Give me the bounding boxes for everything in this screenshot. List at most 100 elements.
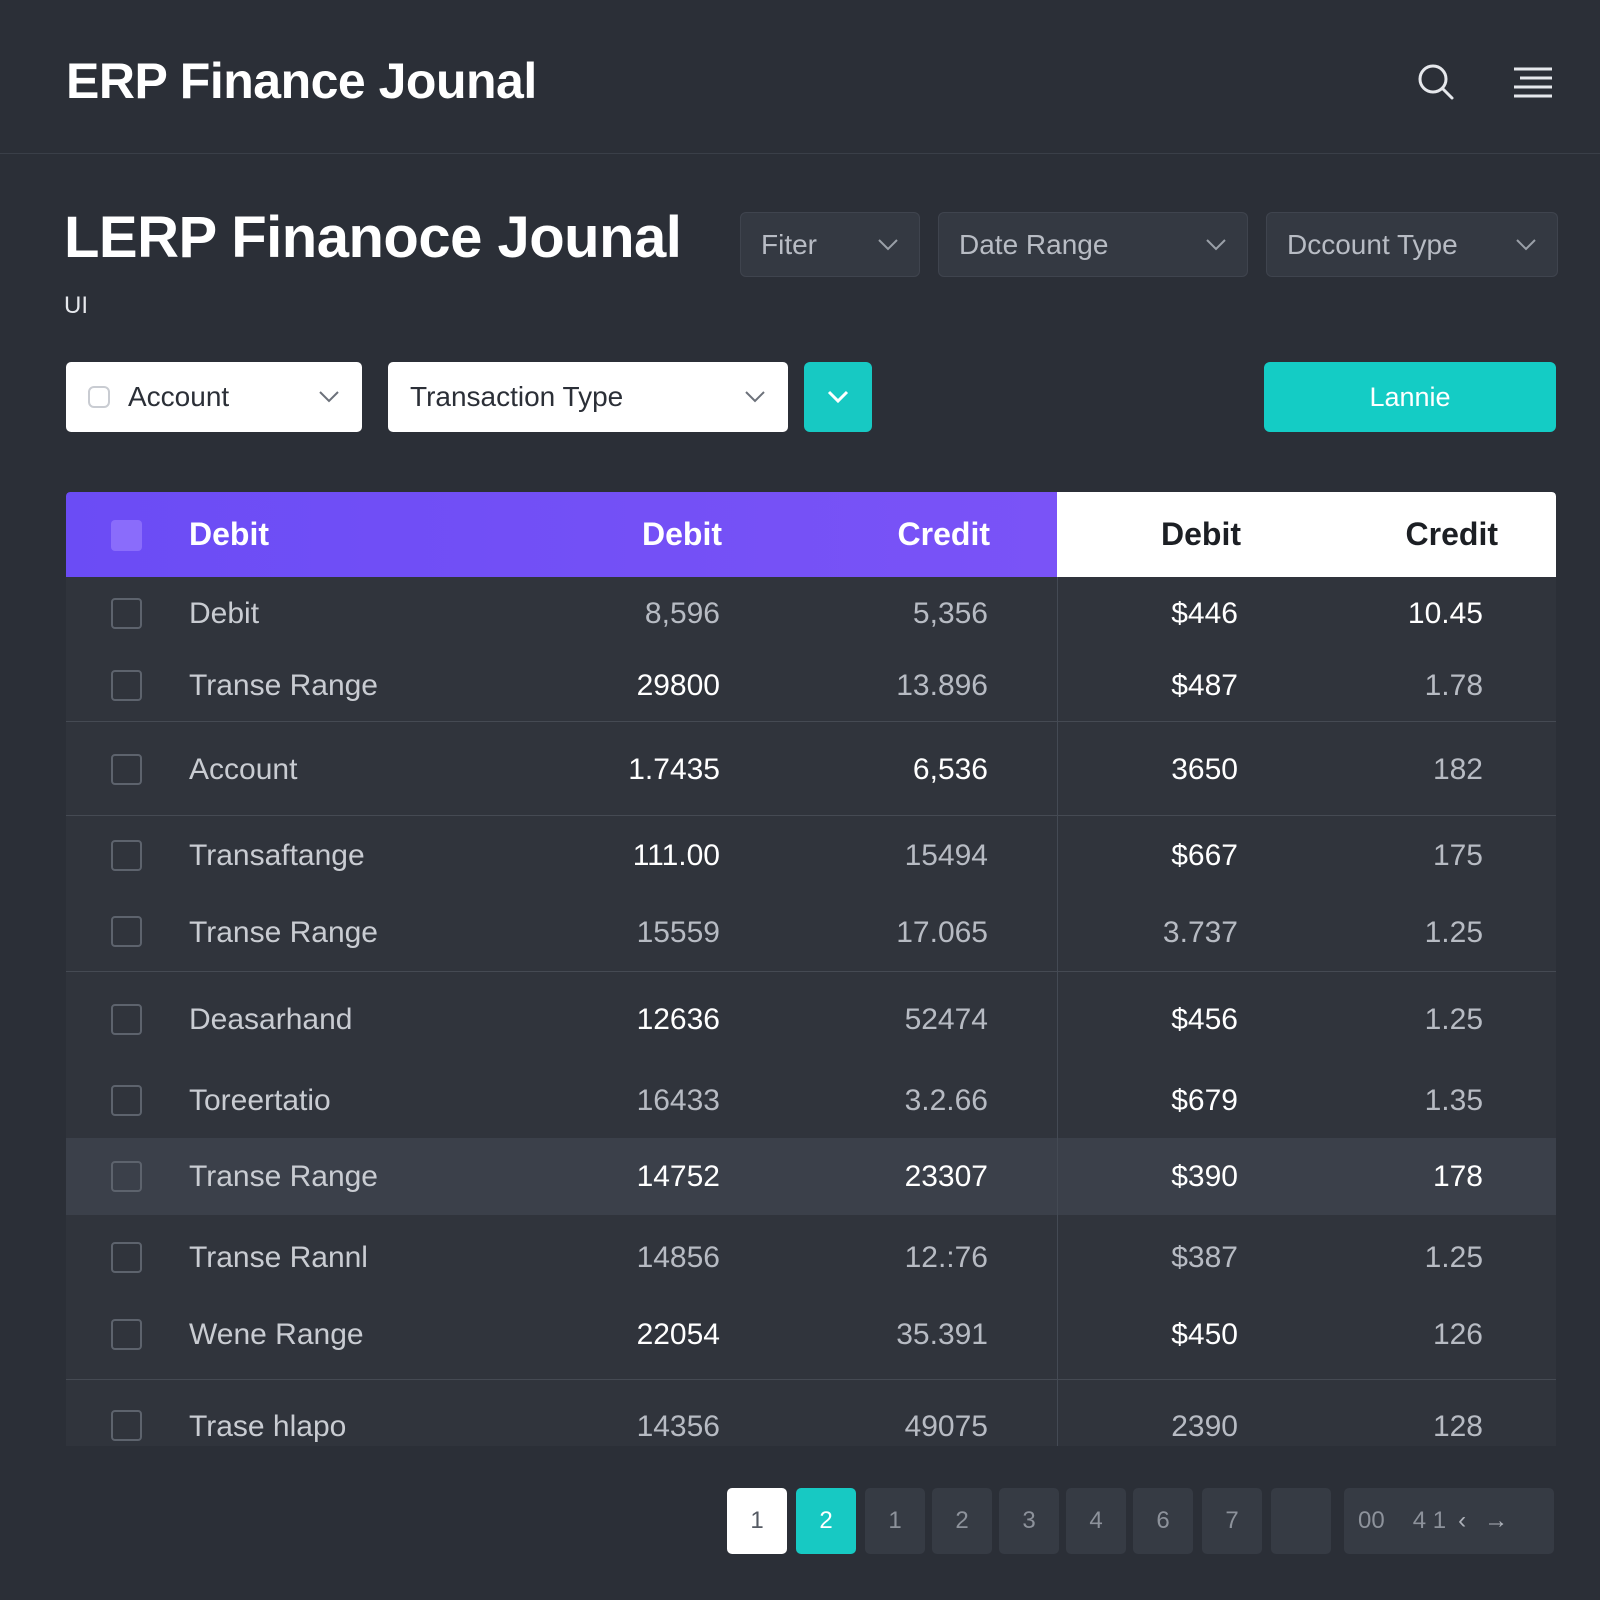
column-header[interactable]: Debit xyxy=(1161,516,1241,552)
select-all-checkbox[interactable] xyxy=(111,520,142,551)
row-credit-2: 178 xyxy=(1432,1160,1483,1193)
top-bar: ERP Finance Jounal xyxy=(0,0,1600,154)
row-credit: 35.391 xyxy=(896,1318,988,1351)
page-button[interactable]: 1 xyxy=(727,1488,787,1554)
row-credit-2: 1.25 xyxy=(1424,1003,1483,1036)
row-credit-2: 1.25 xyxy=(1424,1241,1483,1274)
row-checkbox[interactable] xyxy=(111,670,142,701)
table-row[interactable]: Transe Rannl 14856 12.:76 $387 1.25 xyxy=(66,1215,1556,1298)
primary-action-button[interactable]: Lannie xyxy=(1264,362,1556,432)
row-checkbox[interactable] xyxy=(111,1410,142,1441)
chevron-down-icon xyxy=(319,391,339,403)
row-name: Account xyxy=(189,753,298,786)
row-checkbox[interactable] xyxy=(111,1319,142,1350)
column-header[interactable]: Credit xyxy=(1405,516,1498,552)
row-name: Toreertatio xyxy=(189,1084,331,1117)
filter-dropdown[interactable]: Fiter xyxy=(740,212,920,277)
row-checkbox[interactable] xyxy=(111,598,142,629)
row-credit: 6,536 xyxy=(912,753,988,786)
row-name: Transe Rannl xyxy=(189,1241,368,1274)
row-name: Transe Range xyxy=(189,669,378,702)
row-name: Transaftange xyxy=(189,839,365,872)
row-name: Debit xyxy=(189,597,260,630)
chevron-down-icon xyxy=(878,238,898,250)
table-row[interactable]: Debit 8,596 5,356 $446 10.45 xyxy=(66,577,1556,649)
table-row[interactable]: Transe Range 29800 13.896 $487 1.78 xyxy=(66,649,1556,722)
row-debit: 12636 xyxy=(636,1003,720,1036)
row-credit: 3.2.66 xyxy=(904,1084,988,1117)
table-row[interactable]: Deasarhand 12636 52474 $456 1.25 xyxy=(66,972,1556,1064)
row-credit: 12.:76 xyxy=(904,1241,988,1274)
row-credit-2: 175 xyxy=(1432,839,1483,872)
date-range-dropdown[interactable]: Date Range xyxy=(938,212,1248,277)
row-checkbox[interactable] xyxy=(111,1004,142,1035)
row-checkbox[interactable] xyxy=(111,916,142,947)
table-row[interactable]: Toreertatio 16433 3.2.66 $679 1.35 xyxy=(66,1064,1556,1138)
table-row[interactable]: Trase hlapo 14356 49075 2390 128 xyxy=(66,1380,1556,1446)
row-debit: 14856 xyxy=(636,1241,720,1274)
menu-icon[interactable] xyxy=(1508,58,1556,106)
row-debit-2: $387 xyxy=(1171,1241,1238,1274)
arrow-right-icon[interactable]: → xyxy=(1484,1507,1509,1534)
page-subtitle: UI xyxy=(64,292,88,319)
row-credit-2: 128 xyxy=(1432,1410,1483,1443)
row-credit: 23307 xyxy=(904,1160,988,1193)
row-checkbox[interactable] xyxy=(111,1242,142,1273)
row-name: Deasarhand xyxy=(189,1003,353,1036)
row-credit: 49075 xyxy=(904,1410,988,1443)
table-row[interactable]: Transe Range 14752 23307 $390 178 xyxy=(66,1138,1556,1215)
page-navigation: 00 4 1 ‹ → xyxy=(1344,1488,1554,1554)
row-debit: 14356 xyxy=(636,1410,720,1443)
row-credit-2: 126 xyxy=(1432,1318,1483,1351)
table-row[interactable]: Account 1.7435 6,536 3650 182 xyxy=(66,722,1556,816)
row-debit-2: 3.737 xyxy=(1162,916,1238,949)
journal-table: Debit Debit Credit Debit Credit Debit 8,… xyxy=(66,492,1556,1446)
table-row[interactable]: Transaftange 111.00 15494 $667 175 xyxy=(66,816,1556,894)
page-button[interactable]: 3 xyxy=(999,1488,1059,1554)
chevron-left-icon[interactable]: ‹ xyxy=(1458,1507,1467,1534)
row-checkbox[interactable] xyxy=(111,840,142,871)
page-button[interactable]: 6 xyxy=(1133,1488,1193,1554)
search-icon[interactable] xyxy=(1412,58,1460,106)
transaction-type-dropdown[interactable]: Transaction Type xyxy=(388,362,788,432)
chevron-down-icon xyxy=(1206,238,1226,250)
table-row[interactable]: Wene Range 22054 35.391 $450 126 xyxy=(66,1298,1556,1380)
row-debit-2: $450 xyxy=(1171,1318,1238,1351)
account-dropdown[interactable]: Account xyxy=(66,362,362,432)
page-button[interactable]: 2 xyxy=(932,1488,992,1554)
page-button-current[interactable]: 2 xyxy=(796,1488,856,1554)
row-debit: 16433 xyxy=(636,1084,720,1117)
page-button[interactable]: 1 xyxy=(865,1488,925,1554)
row-name: Transe Range xyxy=(189,1160,378,1193)
account-type-dropdown[interactable]: Dccount Type xyxy=(1266,212,1558,277)
column-header[interactable]: Credit xyxy=(897,516,990,552)
chevron-down-icon xyxy=(827,390,849,404)
date-range-dropdown-label: Date Range xyxy=(959,228,1109,260)
page-button[interactable]: 7 xyxy=(1202,1488,1262,1554)
table-row[interactable]: Transe Range 15559 17.065 3.737 1.25 xyxy=(66,894,1556,972)
row-credit-2: 1.25 xyxy=(1424,916,1483,949)
row-debit-2: $390 xyxy=(1171,1160,1238,1193)
row-credit: 52474 xyxy=(904,1003,988,1036)
row-name: Wene Range xyxy=(189,1318,364,1351)
account-icon xyxy=(88,386,110,408)
row-credit: 15494 xyxy=(904,839,988,872)
row-credit: 13.896 xyxy=(896,669,988,702)
transaction-type-dropdown-label: Transaction Type xyxy=(410,381,624,412)
row-debit: 1.7435 xyxy=(628,753,720,786)
account-dropdown-label: Account xyxy=(128,381,230,412)
row-debit: 15559 xyxy=(636,916,720,949)
row-checkbox[interactable] xyxy=(111,754,142,785)
pagination: 1 2 1 2 3 4 6 7 00 4 1 ‹ → xyxy=(0,1488,1600,1554)
row-checkbox[interactable] xyxy=(111,1161,142,1192)
column-header[interactable]: Debit xyxy=(642,516,722,552)
row-debit-2: 3650 xyxy=(1171,753,1238,786)
page-button-ellipsis[interactable] xyxy=(1271,1488,1331,1554)
expand-filters-button[interactable] xyxy=(804,362,872,432)
row-debit-2: 2390 xyxy=(1171,1410,1238,1443)
column-header[interactable]: Debit xyxy=(189,516,269,552)
row-checkbox[interactable] xyxy=(111,1085,142,1116)
table-header: Debit Debit Credit Debit Credit xyxy=(66,492,1556,577)
page-button[interactable]: 4 xyxy=(1066,1488,1126,1554)
page-title: LERP Finanoce Jounal xyxy=(64,205,682,270)
